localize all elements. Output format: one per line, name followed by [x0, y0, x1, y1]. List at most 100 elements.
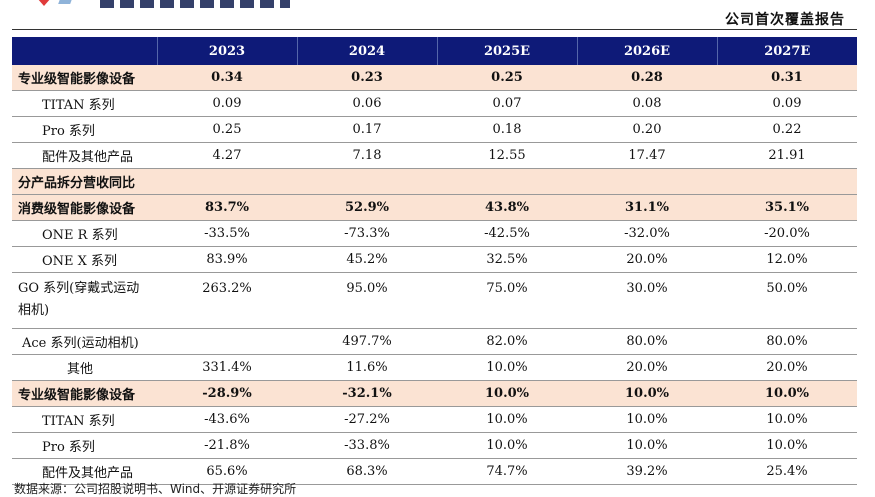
table-row: 专业级智能影像设备 0.34 0.23 0.25 0.28 0.31: [12, 65, 857, 91]
row-label: Ace 系列(运动相机): [12, 328, 157, 355]
table-row: 配件及其他产品 4.27 7.18 12.55 17.47 21.91: [12, 142, 857, 169]
table-cell: 12.55: [437, 142, 577, 169]
table-row: GO 系列(穿戴式运动相机) 263.2% 95.0% 75.0% 30.0% 50.0%: [12, 272, 857, 329]
table-row: Pro 系列 -21.8% -33.8% 10.0% 10.0% 10.0%: [12, 432, 857, 459]
column-header: 2024: [297, 37, 438, 65]
table-cell: 10.0%: [577, 406, 717, 433]
table-cell: 10.0%: [437, 380, 577, 407]
row-label: TITAN 系列: [12, 406, 157, 433]
table-cell: 83.9%: [157, 246, 297, 273]
table-cell: 0.09: [717, 90, 857, 117]
table-cell: 25.4%: [717, 458, 857, 485]
table-cell: 10.0%: [437, 432, 577, 459]
row-label: 专业级智能影像设备: [12, 65, 157, 91]
header-divider: [12, 29, 857, 30]
table-cell: 45.2%: [297, 246, 437, 273]
table-row: ONE X 系列 83.9% 45.2% 32.5% 20.0% 12.0%: [12, 246, 857, 273]
table-row: 消费级智能影像设备 83.7% 52.9% 43.8% 31.1% 35.1%: [12, 194, 857, 221]
table-cell: 20.0%: [717, 354, 857, 381]
table-cell: -21.8%: [157, 432, 297, 459]
report-type-label: 公司首次覆盖报告: [725, 12, 845, 28]
source-note: 数据来源：公司招股说明书、Wind、开源证券研究所: [14, 482, 297, 496]
table-cell: 0.18: [437, 116, 577, 143]
column-header: 2023: [157, 37, 298, 65]
table-cell: 10.0%: [437, 406, 577, 433]
table-cell: 10.0%: [717, 380, 857, 407]
table-cell: 0.25: [157, 116, 297, 143]
logo-mark: [30, 0, 58, 6]
table-cell: -73.3%: [297, 220, 437, 247]
table-cell: [577, 168, 717, 195]
table-cell: [717, 168, 857, 195]
table-row: 配件及其他产品 65.6% 68.3% 74.7% 39.2% 25.4%: [12, 458, 857, 485]
table-cell: -20.0%: [717, 220, 857, 247]
column-header: [12, 37, 158, 65]
table-cell: 0.25: [437, 65, 577, 91]
table-cell: 83.7%: [157, 194, 297, 221]
table-cell: 10.0%: [577, 432, 717, 459]
table-cell: 80.0%: [577, 328, 717, 355]
logo-accent: [58, 0, 74, 4]
table-cell: 0.34: [157, 65, 297, 91]
table-cell: 31.1%: [577, 194, 717, 221]
row-label: 其他: [12, 354, 157, 381]
table-cell: 0.31: [717, 65, 857, 91]
table-cell: 4.27: [157, 142, 297, 169]
table-cell: 0.07: [437, 90, 577, 117]
table-cell: 0.06: [297, 90, 437, 117]
table-cell: 50.0%: [717, 272, 857, 329]
table-cell: 0.09: [157, 90, 297, 117]
table-cell: 10.0%: [577, 380, 717, 407]
table-cell: 263.2%: [157, 272, 297, 329]
table-cell: 43.8%: [437, 194, 577, 221]
table-cell: [157, 328, 297, 355]
table-cell: 80.0%: [717, 328, 857, 355]
table-cell: -32.0%: [577, 220, 717, 247]
table-cell: 0.22: [717, 116, 857, 143]
row-label: 配件及其他产品: [12, 142, 157, 169]
table-cell: -42.5%: [437, 220, 577, 247]
table-cell: 21.91: [717, 142, 857, 169]
table-cell: 12.0%: [717, 246, 857, 273]
row-label: 专业级智能影像设备: [12, 380, 157, 407]
table-row: Ace 系列(运动相机) 497.7% 82.0% 80.0% 80.0%: [12, 328, 857, 355]
row-label: Pro 系列: [12, 116, 157, 143]
table-cell: 10.0%: [437, 354, 577, 381]
table-cell: 0.20: [577, 116, 717, 143]
table-cell: 68.3%: [297, 458, 437, 485]
row-label: ONE X 系列: [12, 246, 157, 273]
table-cell: 74.7%: [437, 458, 577, 485]
column-header: 2026E: [577, 37, 718, 65]
table-cell: 20.0%: [577, 354, 717, 381]
table-cell: -32.1%: [297, 380, 437, 407]
table-row: ONE R 系列 -33.5% -73.3% -42.5% -32.0% -20.0%: [12, 220, 857, 247]
table-row: TITAN 系列 0.09 0.06 0.07 0.08 0.09: [12, 90, 857, 117]
table-row: 其他 331.4% 11.6% 10.0% 20.0% 20.0%: [12, 354, 857, 381]
table-cell: 32.5%: [437, 246, 577, 273]
table-cell: 497.7%: [297, 328, 437, 355]
table-row: TITAN 系列 -43.6% -27.2% 10.0% 10.0% 10.0%: [12, 406, 857, 433]
table-cell: 52.9%: [297, 194, 437, 221]
table-cell: 65.6%: [157, 458, 297, 485]
column-header: 2025E: [437, 37, 578, 65]
table-cell: 17.47: [577, 142, 717, 169]
table-cell: [157, 168, 297, 195]
table-cell: 11.6%: [297, 354, 437, 381]
table-row: 分产品拆分营收同比: [12, 168, 857, 195]
table-cell: [297, 168, 437, 195]
table-cell: 20.0%: [577, 246, 717, 273]
table-cell: 0.23: [297, 65, 437, 91]
table-cell: -27.2%: [297, 406, 437, 433]
row-label: TITAN 系列: [12, 90, 157, 117]
table-cell: 95.0%: [297, 272, 437, 329]
table-cell: -43.6%: [157, 406, 297, 433]
table-cell: 0.08: [577, 90, 717, 117]
table-cell: 82.0%: [437, 328, 577, 355]
table-cell: 75.0%: [437, 272, 577, 329]
row-label: ONE R 系列: [12, 220, 157, 247]
table-cell: -28.9%: [157, 380, 297, 407]
table-row: 专业级智能影像设备 -28.9% -32.1% 10.0% 10.0% 10.0%: [12, 380, 857, 407]
table-cell: [437, 168, 577, 195]
table-cell: -33.5%: [157, 220, 297, 247]
table-cell: 0.28: [577, 65, 717, 91]
